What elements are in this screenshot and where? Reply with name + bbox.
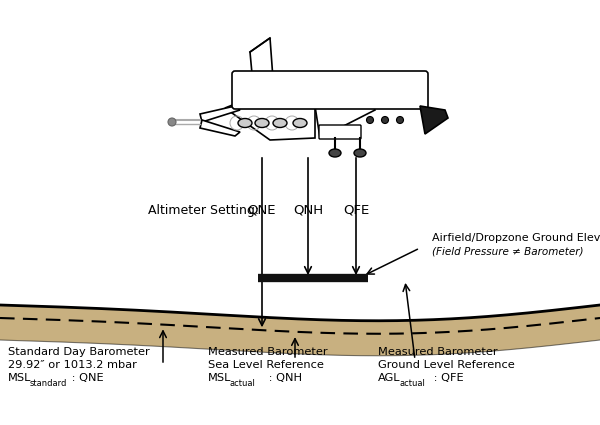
Text: MSL: MSL	[8, 373, 31, 383]
Text: Altimeter Setting:: Altimeter Setting:	[148, 204, 259, 216]
FancyBboxPatch shape	[319, 125, 361, 139]
Polygon shape	[225, 98, 315, 140]
Circle shape	[168, 118, 176, 126]
Text: QFE: QFE	[343, 204, 369, 216]
Text: actual: actual	[400, 380, 426, 388]
Text: : QNE: : QNE	[68, 373, 104, 383]
Polygon shape	[200, 120, 240, 136]
Text: standard: standard	[30, 380, 67, 388]
Circle shape	[367, 116, 373, 124]
Ellipse shape	[273, 119, 287, 128]
Circle shape	[382, 116, 389, 124]
Ellipse shape	[293, 119, 307, 128]
Circle shape	[397, 116, 404, 124]
Ellipse shape	[329, 149, 341, 157]
Text: Sea Level Reference: Sea Level Reference	[208, 360, 324, 370]
Text: (Field Pressure ≠ Barometer): (Field Pressure ≠ Barometer)	[432, 246, 583, 256]
Text: QNE: QNE	[248, 204, 276, 216]
Text: Measured Barometer: Measured Barometer	[378, 347, 497, 357]
Text: MSL: MSL	[208, 373, 232, 383]
Polygon shape	[420, 106, 448, 134]
Text: 29.92″ or 1013.2 mbar: 29.92″ or 1013.2 mbar	[8, 360, 137, 370]
Polygon shape	[200, 106, 240, 122]
Polygon shape	[315, 100, 375, 138]
Text: actual: actual	[230, 380, 256, 388]
Polygon shape	[250, 38, 275, 106]
Text: Airfield/Dropzone Ground Elevation: Airfield/Dropzone Ground Elevation	[432, 233, 600, 243]
Text: Ground Level Reference: Ground Level Reference	[378, 360, 515, 370]
Text: QNH: QNH	[293, 204, 323, 216]
FancyBboxPatch shape	[232, 71, 428, 109]
Ellipse shape	[354, 149, 366, 157]
Text: Standard Day Barometer: Standard Day Barometer	[8, 347, 150, 357]
Ellipse shape	[238, 119, 252, 128]
Text: AGL: AGL	[378, 373, 401, 383]
Ellipse shape	[255, 119, 269, 128]
Text: Measured Barometer: Measured Barometer	[208, 347, 328, 357]
Text: : QFE: : QFE	[430, 373, 464, 383]
Text: : QNH: : QNH	[265, 373, 302, 383]
